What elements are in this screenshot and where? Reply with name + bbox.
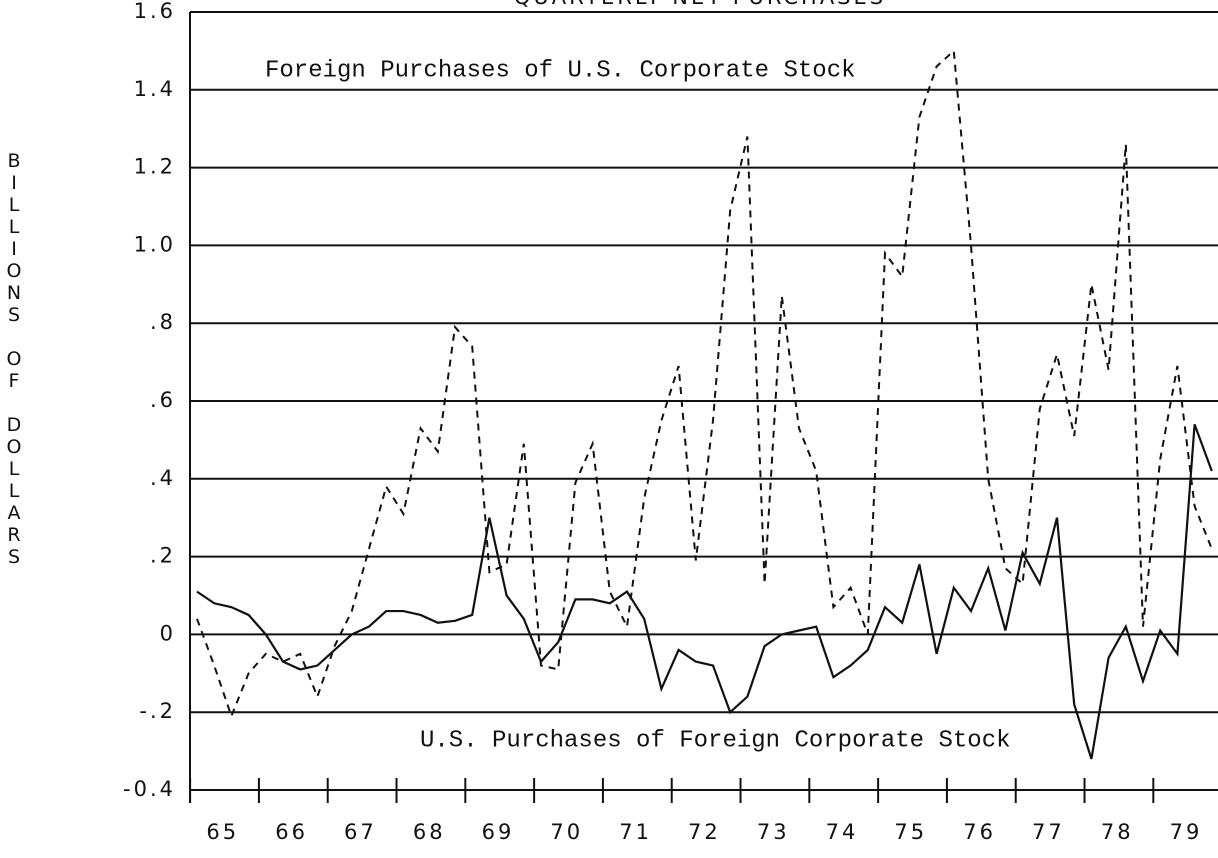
x-tick-label: 68 [413, 820, 446, 844]
chart-title: QUARTERLY NET PURCHASES [514, 0, 886, 9]
annotation: U.S. Purchases of Foreign Corporate Stoc… [420, 727, 1011, 754]
x-tick-label: 73 [757, 820, 790, 844]
x-tick-label: 76 [963, 820, 996, 844]
x-tick-label: 67 [344, 820, 377, 844]
y-tick-label: .8 [150, 310, 176, 334]
x-tick-label: 69 [482, 820, 515, 844]
x-tick-label: 71 [619, 820, 652, 844]
x-tick-label: 77 [1032, 820, 1065, 844]
y-tick-label: -.2 [139, 699, 176, 723]
series-line [196, 423, 1213, 760]
x-tick-label: 74 [826, 820, 859, 844]
x-tick-label: 66 [275, 820, 308, 844]
x-tick-label: 65 [206, 820, 239, 844]
x-tick-label: 70 [550, 820, 583, 844]
y-tick-label: -0.4 [123, 777, 176, 801]
x-tick-label: 79 [1170, 820, 1203, 844]
y-axis-label: BILLIONS OF DOLLARS [3, 150, 25, 568]
y-tick-label: .4 [150, 466, 176, 490]
y-tick-label: 1.6 [134, 0, 176, 23]
y-tick-label: 0 [160, 621, 176, 645]
x-tick-label: 78 [1101, 820, 1134, 844]
series-line [196, 48, 1213, 719]
x-tick-label: 72 [688, 820, 721, 844]
y-tick-label: .2 [150, 544, 176, 568]
annotation: Foreign Purchases of U.S. Corporate Stoc… [265, 57, 856, 84]
y-tick-label: 1.4 [134, 77, 176, 101]
y-tick-label: 1.0 [134, 232, 176, 256]
y-tick-label: 1.2 [134, 155, 176, 179]
y-tick-label: .6 [150, 388, 176, 412]
x-tick-label: 75 [894, 820, 927, 844]
